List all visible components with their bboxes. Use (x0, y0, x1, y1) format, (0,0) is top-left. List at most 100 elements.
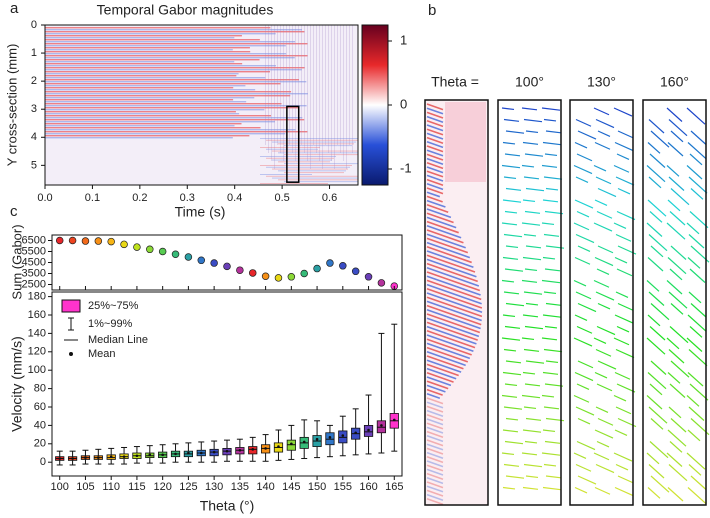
orientation-segment (576, 153, 593, 162)
column-title: 100° (515, 74, 544, 90)
image-stripe (426, 367, 457, 380)
orientation-segment (649, 383, 663, 396)
heatmap-stripe (349, 25, 350, 145)
orientation-segment (669, 441, 683, 453)
orientation-segment (595, 463, 615, 474)
heatmap-stripe (45, 69, 302, 71)
orientation-segment (502, 314, 516, 318)
orientation-segment (545, 130, 562, 134)
heatmap-stripe (266, 175, 358, 177)
y-axis-label: Sum (Gabor) (9, 224, 24, 299)
orientation-segment (576, 325, 593, 334)
image-stripe (426, 317, 480, 338)
heatmap-stripe (266, 148, 318, 150)
heatmap-stripe (278, 152, 358, 154)
image-stripe (426, 468, 444, 476)
orientation-segment (687, 429, 701, 442)
heatmap-stripe (45, 99, 234, 101)
heatmap-stripe (284, 208, 352, 209)
orientation-segment (544, 210, 564, 215)
orientation-segment (596, 325, 616, 336)
orientation-segment (523, 348, 540, 352)
x-tick-label: 130 (205, 481, 223, 493)
image-stripe (426, 464, 444, 472)
orientation-segment (669, 211, 686, 226)
orientation-segment (505, 130, 525, 134)
orientation-segment (686, 165, 703, 180)
image-stripe (426, 397, 444, 405)
orientation-segment (688, 406, 705, 421)
orientation-segment (504, 325, 521, 329)
orientation-segment (670, 130, 684, 143)
orientation-segment (666, 165, 680, 177)
orientation-segment (502, 256, 519, 260)
orientation-segment (577, 130, 597, 140)
image-stripe (426, 174, 444, 182)
orientation-segment (543, 463, 557, 467)
orientation-segment (617, 130, 634, 139)
orientation-segment (503, 233, 523, 238)
heatmap-stripe (304, 25, 305, 153)
image-stripe (426, 384, 446, 393)
image-stripe (426, 254, 476, 273)
legend-swatch (69, 352, 73, 356)
orientation-segment (542, 371, 559, 375)
heatmap-stripe (45, 135, 250, 137)
image-stripe (426, 267, 480, 287)
heatmap-stripe (45, 107, 299, 109)
orientation-segment (522, 371, 536, 375)
heatmap-stripe (272, 187, 324, 188)
orientation-segment (525, 417, 542, 421)
orientation-segment (573, 452, 587, 459)
image-stripe (426, 115, 444, 123)
heatmap-stripe (272, 205, 356, 206)
orientation-segment (613, 337, 630, 346)
orientation-segment (669, 326, 689, 344)
heatmap-stripe (343, 25, 344, 161)
heatmap-stripe (45, 79, 300, 81)
image-stripe (426, 275, 481, 296)
heatmap-stripe (45, 119, 305, 121)
legend-label: 1%~99% (88, 318, 133, 330)
y-tick-label: 160 (28, 309, 46, 321)
orientation-segment (501, 452, 515, 456)
mean-dot (199, 451, 203, 455)
image-stripe (426, 237, 469, 254)
heatmap-stripe (260, 165, 352, 166)
image-stripe (426, 199, 446, 208)
orientation-segment (690, 130, 707, 145)
orientation-segment (647, 487, 661, 499)
orientation-segment (524, 325, 544, 330)
y-tick-label: 0 (31, 19, 37, 31)
image-stripe (426, 338, 472, 356)
orientation-segment (542, 199, 559, 203)
heatmap-stripe (307, 25, 308, 161)
image-stripe (426, 393, 441, 400)
image-stripe (426, 233, 466, 249)
y-tick-label: 4 (31, 131, 37, 143)
heatmap-stripe (266, 166, 350, 168)
orientation-segment (597, 302, 611, 310)
orientation-segment (670, 303, 684, 315)
orientation-segment (617, 475, 634, 484)
orientation-segment (544, 153, 558, 157)
y-tick-label: 100 (28, 364, 46, 376)
orientation-segment (543, 118, 557, 122)
image-stripe (426, 426, 444, 434)
orientation-segment (575, 176, 589, 183)
orientation-segment (667, 199, 681, 212)
image-stripe (426, 162, 444, 170)
orientation-segment (573, 279, 587, 287)
y-tick-label: 5500 (22, 245, 46, 257)
scatter-point (81, 237, 90, 245)
scatter-point (146, 245, 154, 254)
orientation-segment (597, 187, 617, 198)
heatmap-image (45, 25, 358, 209)
orientation-segment (686, 222, 700, 235)
orientation-segment (614, 371, 631, 380)
image-stripe (426, 456, 444, 464)
orientation-segment (524, 268, 538, 272)
orientation-segment (668, 119, 688, 137)
heatmap-stripe (278, 170, 346, 172)
